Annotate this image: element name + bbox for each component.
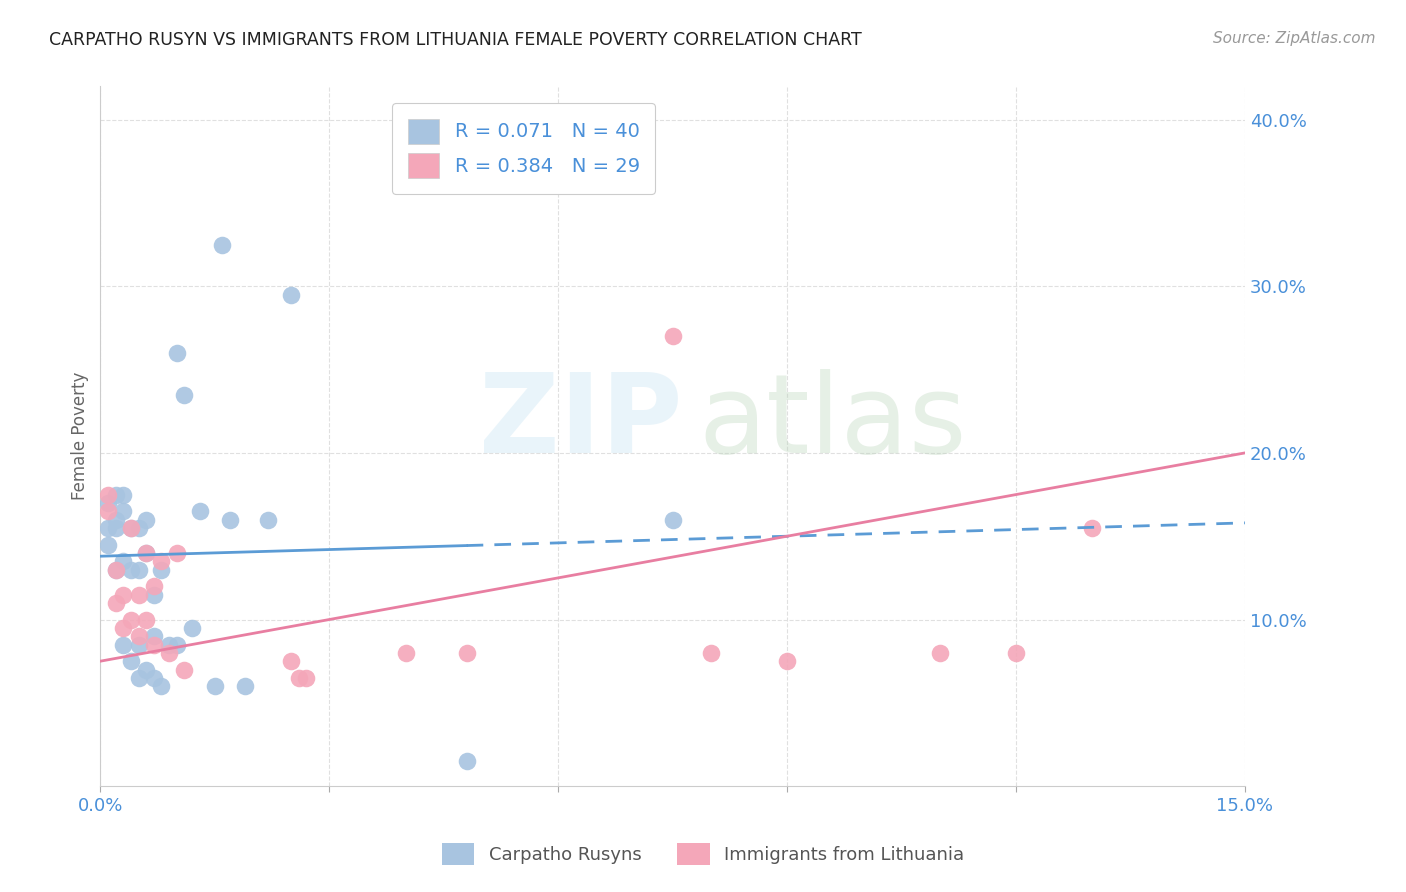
Text: ZIP: ZIP: [479, 368, 683, 475]
Point: [166, 546, 188, 560]
Point: [280, 287, 302, 301]
Point: [104, 487, 127, 501]
Point: [135, 613, 157, 627]
Point: [188, 504, 211, 518]
Point: [142, 629, 165, 643]
Point: [120, 654, 142, 668]
Point: [128, 638, 150, 652]
Point: [295, 671, 318, 685]
Point: [112, 554, 135, 568]
Point: [128, 629, 150, 643]
Point: [219, 512, 242, 526]
Point: [150, 679, 173, 693]
Point: [120, 521, 142, 535]
Point: [135, 663, 157, 677]
Point: [135, 512, 157, 526]
Point: [166, 346, 188, 360]
Point: [97, 537, 120, 551]
Point: [112, 487, 135, 501]
Point: [142, 588, 165, 602]
Legend: Carpatho Rusyns, Immigrants from Lithuania: Carpatho Rusyns, Immigrants from Lithuan…: [434, 836, 972, 872]
Point: [135, 546, 157, 560]
Point: [120, 563, 142, 577]
Point: [166, 638, 188, 652]
Point: [97, 504, 120, 518]
Point: [112, 638, 135, 652]
Point: [128, 588, 150, 602]
Point: [128, 521, 150, 535]
Point: [112, 621, 135, 635]
Legend: R = 0.071   N = 40, R = 0.384   N = 29: R = 0.071 N = 40, R = 0.384 N = 29: [392, 103, 655, 194]
Point: [257, 512, 280, 526]
Point: [135, 546, 157, 560]
Point: [211, 237, 233, 252]
Point: [97, 496, 120, 510]
Point: [104, 521, 127, 535]
Point: [661, 512, 683, 526]
Y-axis label: Female Poverty: Female Poverty: [72, 372, 89, 500]
Point: [142, 671, 165, 685]
Point: [204, 679, 226, 693]
Point: [128, 563, 150, 577]
Point: [142, 579, 165, 593]
Point: [180, 621, 202, 635]
Point: [928, 646, 950, 660]
Point: [233, 679, 256, 693]
Point: [280, 654, 302, 668]
Point: [104, 512, 127, 526]
Point: [157, 638, 180, 652]
Point: [150, 563, 173, 577]
Point: [150, 554, 173, 568]
Point: [112, 504, 135, 518]
Point: [97, 521, 120, 535]
Point: [142, 638, 165, 652]
Point: [104, 563, 127, 577]
Point: [700, 646, 723, 660]
Point: [120, 521, 142, 535]
Point: [173, 663, 195, 677]
Text: Source: ZipAtlas.com: Source: ZipAtlas.com: [1212, 31, 1375, 46]
Point: [456, 754, 478, 768]
Point: [157, 646, 180, 660]
Point: [287, 671, 309, 685]
Point: [104, 563, 127, 577]
Point: [456, 646, 478, 660]
Point: [1005, 646, 1028, 660]
Point: [128, 671, 150, 685]
Text: atlas: atlas: [699, 368, 967, 475]
Point: [1081, 521, 1104, 535]
Point: [120, 613, 142, 627]
Point: [97, 487, 120, 501]
Point: [776, 654, 799, 668]
Point: [661, 329, 683, 343]
Point: [394, 646, 416, 660]
Point: [112, 588, 135, 602]
Text: CARPATHO RUSYN VS IMMIGRANTS FROM LITHUANIA FEMALE POVERTY CORRELATION CHART: CARPATHO RUSYN VS IMMIGRANTS FROM LITHUA…: [49, 31, 862, 49]
Point: [173, 387, 195, 401]
Point: [104, 596, 127, 610]
